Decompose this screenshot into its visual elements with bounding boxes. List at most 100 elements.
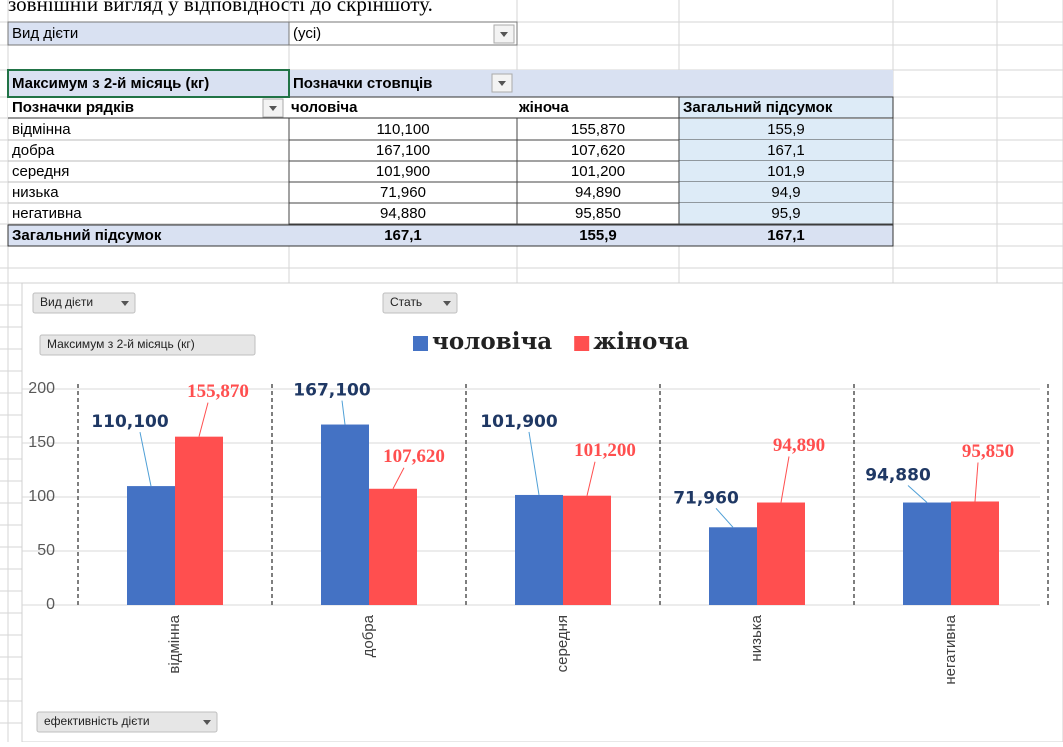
value-cell: 94,890 xyxy=(575,184,621,201)
total-col-cell xyxy=(679,161,893,182)
value-cell: 107,620 xyxy=(571,142,625,159)
field-button-arrow xyxy=(203,720,211,725)
filter-label: Вид дієти xyxy=(12,25,78,42)
value-cell: 95,9 xyxy=(771,205,800,222)
bar xyxy=(757,502,805,605)
bar xyxy=(709,527,757,605)
bar xyxy=(321,424,369,605)
field-button[interactable] xyxy=(382,292,458,314)
leader-line xyxy=(528,431,540,496)
field-button-label: ефективність дієти xyxy=(44,714,150,728)
total-col-cell xyxy=(679,119,893,140)
data-label: 101,900 xyxy=(480,412,558,432)
y-tick-label: 100 xyxy=(28,488,55,505)
field-button[interactable] xyxy=(36,711,218,733)
total-row-bg xyxy=(7,224,894,247)
data-label: 107,620 xyxy=(383,446,445,467)
value-cell: 101,900 xyxy=(376,163,430,180)
value-cell: 167,1 xyxy=(767,142,805,159)
total-col-cell xyxy=(679,203,893,224)
data-label: 94,880 xyxy=(865,466,931,486)
leader-line xyxy=(715,507,734,528)
value-cell: 71,960 xyxy=(380,184,426,201)
value-cell: 95,850 xyxy=(575,205,621,222)
field-button-label: Стать xyxy=(390,295,422,309)
selected-cell xyxy=(7,69,290,98)
value-cell: 94,880 xyxy=(380,205,426,222)
data-label: 71,960 xyxy=(673,488,739,508)
pivot-row-labels: Позначки рядків xyxy=(12,99,134,116)
field-button[interactable] xyxy=(39,334,256,356)
pivot-header-row xyxy=(8,97,679,118)
x-tick-label: низька xyxy=(748,614,765,661)
instruction-text: зовнішній вигляд у відповідності до скрі… xyxy=(8,0,433,16)
pivot-column-header: Загальний підсумок xyxy=(683,99,833,116)
data-label: 95,850 xyxy=(962,441,1014,462)
value-cell: 101,200 xyxy=(571,163,625,180)
pivot-column-header: жіноча xyxy=(518,99,569,116)
row-label: середня xyxy=(12,163,69,180)
total-value: 167,1 xyxy=(767,227,805,244)
pivot-column-header: чоловіча xyxy=(291,99,358,116)
data-label: 110,100 xyxy=(91,412,169,432)
filter-value: (усі) xyxy=(293,25,321,42)
leader-line xyxy=(907,485,928,503)
data-label: 155,870 xyxy=(187,381,249,402)
total-col-cell xyxy=(679,182,893,203)
leader-line xyxy=(392,467,405,490)
y-tick-label: 50 xyxy=(37,542,55,559)
data-label: 167,100 xyxy=(293,381,371,401)
value-cell: 94,9 xyxy=(771,184,800,201)
legend-label: чоловіча xyxy=(432,328,552,355)
leader-line xyxy=(341,400,346,425)
value-cell: 155,870 xyxy=(571,121,625,138)
leader-line xyxy=(139,431,152,487)
dropdown-arrow xyxy=(498,81,506,86)
y-tick-label: 200 xyxy=(28,380,55,397)
field-button-label: Максимум з 2-й місяць (кг) xyxy=(47,337,195,351)
field-button-label: Вид дієти xyxy=(40,295,93,309)
leader-line xyxy=(198,402,209,437)
total-col-cell xyxy=(679,140,893,161)
dropdown-arrow xyxy=(500,32,508,37)
bar xyxy=(127,486,175,605)
data-label: 94,890 xyxy=(773,435,825,456)
value-cell: 155,9 xyxy=(767,121,805,138)
bar xyxy=(515,494,563,605)
field-button-arrow xyxy=(443,301,451,306)
x-tick-label: добра xyxy=(360,614,377,657)
leader-line xyxy=(586,461,596,496)
y-tick-label: 0 xyxy=(46,596,55,613)
total-label: Загальний підсумок xyxy=(12,227,162,244)
value-cell: 167,100 xyxy=(376,142,430,159)
legend-label: жіноча xyxy=(593,328,689,355)
value-cell: 101,9 xyxy=(767,163,805,180)
dropdown-arrow xyxy=(269,106,277,111)
field-button-arrow xyxy=(121,301,129,306)
field-button[interactable] xyxy=(32,292,136,314)
row-label: негативна xyxy=(12,205,82,222)
bar xyxy=(903,502,951,605)
x-tick-label: відмінна xyxy=(166,614,183,673)
value-cell: 110,100 xyxy=(376,121,429,138)
row-label: відмінна xyxy=(12,121,71,138)
filter-value-cell xyxy=(288,21,518,46)
legend-swatch xyxy=(574,336,590,351)
x-tick-label: середня xyxy=(554,615,571,672)
leader-line xyxy=(974,462,979,502)
leader-line xyxy=(780,456,790,503)
pivot-measure: Максимум з 2-й місяць (кг) xyxy=(12,75,209,92)
row-label: низька xyxy=(12,184,59,201)
x-tick-label: негативна xyxy=(942,614,959,684)
pivot-column-labels: Позначки стовпців xyxy=(293,75,432,92)
legend-swatch xyxy=(413,336,428,351)
total-value: 155,9 xyxy=(579,227,617,244)
data-label: 101,200 xyxy=(574,440,636,461)
row-label: добра xyxy=(12,142,55,159)
bar xyxy=(951,501,999,605)
bar xyxy=(175,436,223,605)
y-tick-label: 150 xyxy=(28,434,55,451)
bar xyxy=(563,495,611,605)
bar xyxy=(369,488,417,605)
